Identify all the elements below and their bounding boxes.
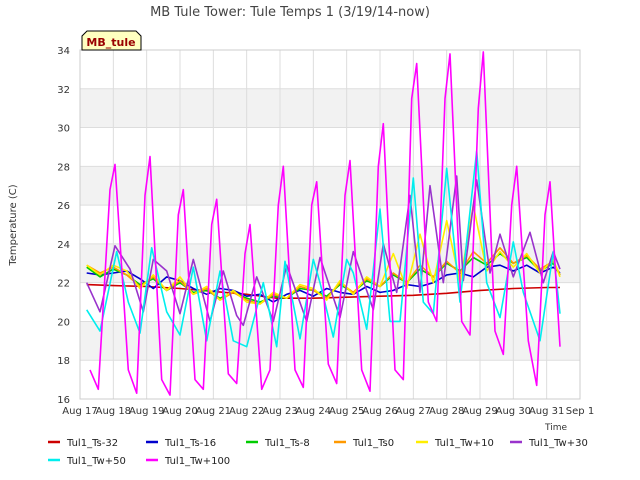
plot-bands [80, 88, 580, 361]
x-tick-label: Aug 21 [196, 406, 231, 417]
legend-label: Tul1_Ts-8 [264, 438, 310, 449]
y-tick-label: 34 [57, 46, 70, 57]
legend-label: Tul1_Ts-16 [164, 438, 216, 449]
y-tick-label: 28 [57, 162, 70, 173]
x-tick-label: Aug 31 [529, 406, 564, 417]
x-tick-label: Sep 1 [566, 406, 594, 417]
x-tick-label: Aug 25 [329, 406, 364, 417]
x-tick-label: Aug 26 [362, 406, 397, 417]
legend-label: Tul1_Tw+50 [66, 456, 126, 467]
y-tick-label: 20 [57, 317, 70, 328]
x-tick-label: Aug 24 [296, 406, 331, 417]
x-tick-label: Aug 27 [396, 406, 431, 417]
y-tick-label: 24 [57, 240, 70, 251]
x-axis-marker: Time [544, 423, 567, 433]
y-tick-label: 16 [57, 395, 70, 406]
legend: Tul1_Ts-32 Tul1_Ts-16 Tul1_Ts-8 Tul1_Ts0 Tul… [48, 438, 588, 467]
plot-band [80, 321, 580, 361]
legend-label: Tul1_Ts0 [352, 438, 394, 449]
series-line-tul1-tw-50 [86, 150, 561, 348]
y-tick-label: 18 [57, 356, 70, 367]
x-tick-label: Aug 23 [262, 406, 297, 417]
y-tick-label: 22 [57, 279, 70, 290]
series-layer [85, 51, 561, 396]
y-tick-label: 30 [57, 124, 70, 135]
plot-band [80, 243, 580, 283]
y-tick-label: 26 [57, 201, 70, 212]
y-tick-labels: 16 18 20 22 24 26 28 30 32 34 [57, 46, 70, 406]
x-tick-label: Aug 20 [162, 406, 197, 417]
x-tick-label: Aug 30 [496, 406, 531, 417]
plot-band [80, 88, 580, 128]
legend-label: Tul1_Tw+10 [434, 438, 494, 449]
chart-title: MB Tule Tower: Tule Temps 1 (3/19/14-now… [150, 5, 430, 20]
y-tick-label: 32 [57, 85, 70, 96]
plot-border [79, 49, 581, 400]
station-badge-box [81, 30, 142, 51]
x-tick-label: Aug 17 [62, 406, 97, 417]
plot-band [80, 166, 580, 206]
x-tick-label: Aug 22 [229, 406, 264, 417]
legend-label: Tul1_Tw+30 [528, 438, 588, 449]
x-tick-label: Aug 29 [462, 406, 497, 417]
legend-label: Tul1_Tw+100 [164, 456, 230, 467]
y-axis-label: Temperature (C) [8, 184, 19, 266]
station-badge: MB_tule [81, 30, 142, 51]
x-tick-label: Aug 28 [429, 406, 464, 417]
legend-label: Tul1_Ts-32 [66, 438, 118, 449]
series-line-tul1-tw-10 [86, 204, 561, 305]
station-badge-label: MB_tule [86, 36, 135, 49]
series-line-tul1-tw-100 [89, 51, 561, 396]
x-tick-label: Aug 19 [129, 406, 164, 417]
x-tick-label: Aug 18 [96, 406, 131, 417]
